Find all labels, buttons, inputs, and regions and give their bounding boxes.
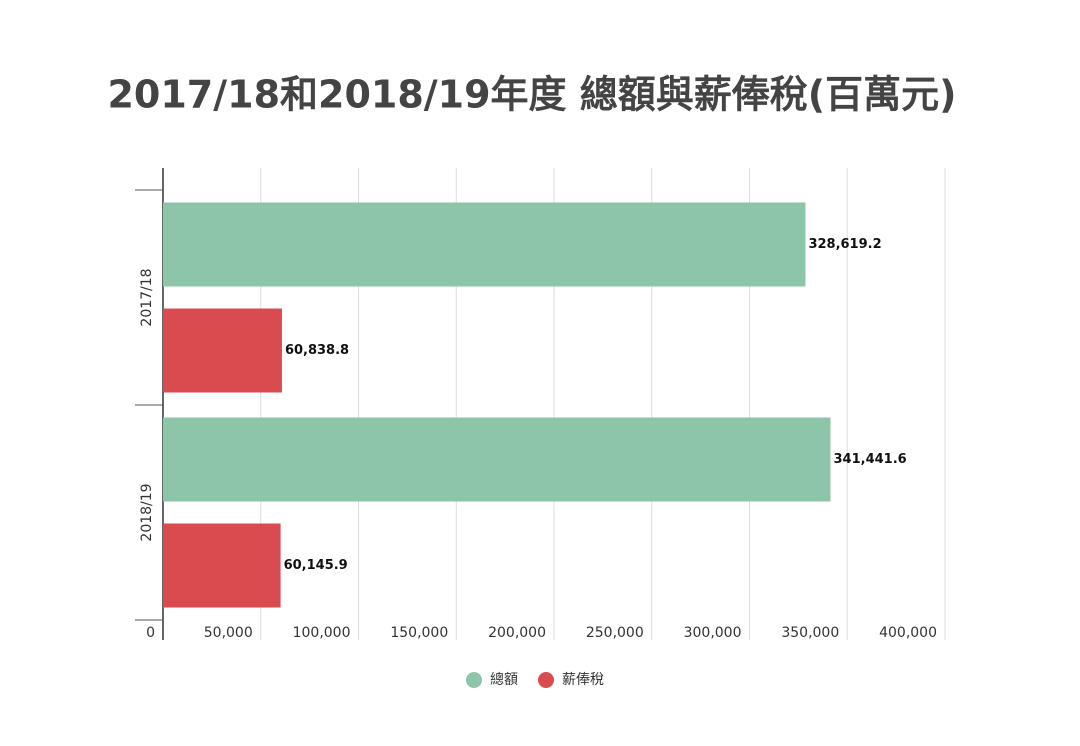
data-label: 328,619.2: [808, 237, 881, 252]
bar: [163, 417, 831, 502]
bar: [163, 308, 282, 393]
data-label: 60,838.8: [285, 343, 349, 358]
x-tick-label: 300,000: [684, 625, 742, 641]
x-tick-label: 100,000: [293, 625, 351, 641]
chart-title: 2017/18和2018/19年度 總額與薪俸稅(百萬元): [107, 73, 956, 117]
x-tick-label: 150,000: [390, 625, 448, 641]
x-tick-label: 350,000: [781, 625, 839, 641]
legend-label: 總額: [490, 671, 518, 688]
y-tick-label: 2018/19: [139, 483, 155, 541]
legend-marker: [466, 672, 482, 688]
x-tick-label: 0: [146, 625, 155, 641]
bar: [163, 202, 806, 287]
y-tick-label: 2017/18: [139, 268, 155, 326]
x-tick-label: 50,000: [204, 625, 253, 641]
data-label: 341,441.6: [834, 452, 907, 467]
data-label: 60,145.9: [284, 558, 348, 573]
x-tick-label: 200,000: [488, 625, 546, 641]
legend-label: 薪俸稅: [562, 672, 604, 688]
legend-marker: [538, 672, 554, 688]
x-tick-label: 400,000: [879, 625, 937, 641]
x-tick-label: 250,000: [586, 625, 644, 641]
bar: [163, 523, 281, 608]
